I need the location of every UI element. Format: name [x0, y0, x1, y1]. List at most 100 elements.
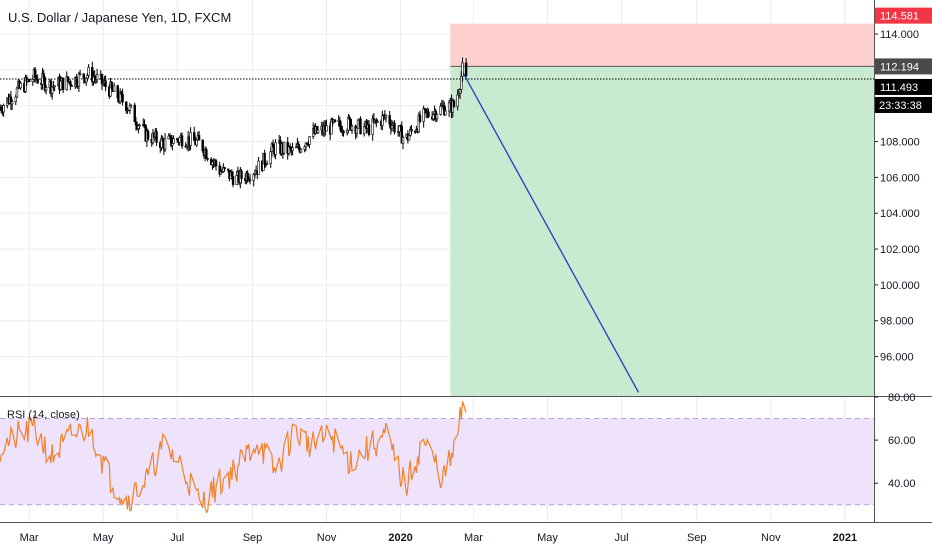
candle-body: [133, 104, 136, 123]
candle-body: [125, 101, 128, 111]
rsi-layer: [0, 401, 874, 514]
candle-body: [78, 73, 82, 76]
x-tick-label: Nov: [317, 532, 337, 544]
candle-body: [172, 138, 175, 144]
candle-body: [299, 148, 303, 153]
candle-body: [422, 108, 425, 122]
x-tick-label: Mar: [20, 532, 39, 544]
candle-body: [227, 168, 230, 171]
candle-body: [345, 129, 349, 134]
x-tick-label: 2020: [388, 532, 412, 544]
candle-body: [444, 110, 447, 116]
y-tick-label: 96.000: [880, 352, 914, 364]
candle-body: [66, 76, 70, 83]
candle-body: [163, 138, 167, 150]
candle-body: [59, 80, 62, 90]
candle-body: [14, 96, 17, 102]
projection-line: [461, 71, 640, 393]
candle-body: [355, 127, 359, 134]
rsi-tick-label: 80.00: [888, 392, 916, 404]
candle-body: [223, 167, 226, 170]
candle-body: [248, 179, 252, 182]
candle-body: [230, 171, 234, 177]
rsi-tick-label: 40.00: [888, 478, 916, 490]
candle-body: [270, 143, 274, 152]
candle-body: [362, 126, 366, 135]
candle-body: [180, 135, 184, 147]
candle-body: [193, 132, 196, 141]
candle-body: [381, 115, 384, 126]
position-zones: [450, 23, 874, 396]
candle-body: [398, 125, 401, 132]
candle-body: [348, 117, 351, 120]
candle-body: [452, 100, 456, 107]
candle-body: [435, 114, 439, 120]
candle-body: [214, 160, 218, 167]
candle-body: [456, 94, 459, 107]
candle-body: [195, 139, 198, 146]
candle-body: [69, 81, 72, 86]
candle-body: [460, 75, 463, 90]
candle-body: [206, 158, 209, 160]
candle-body: [333, 119, 337, 122]
x-tick-label: Sep: [687, 532, 707, 544]
candle-body: [367, 124, 371, 135]
candle-body: [291, 147, 294, 151]
candle-body: [104, 80, 107, 88]
candle-body: [257, 160, 260, 175]
candle-body: [128, 105, 132, 111]
candle-body: [235, 175, 238, 185]
candle-body: [77, 73, 81, 87]
candle-body: [400, 125, 403, 144]
candle-body: [393, 122, 396, 133]
candle-body: [19, 82, 22, 89]
candle-body: [87, 67, 90, 76]
candle-body: [447, 102, 451, 112]
candle-body: [205, 149, 208, 159]
price-tags-layer: 114.581 112.194 111.493 23:33:38: [875, 7, 932, 113]
candle-body: [112, 85, 116, 92]
candle-body: [197, 135, 201, 141]
candle-body: [121, 94, 124, 103]
y-tick-label: 106.000: [880, 172, 920, 184]
candle-body: [303, 146, 306, 150]
candle-body: [338, 119, 342, 127]
candle-body: [342, 130, 345, 134]
candle-body: [84, 77, 88, 83]
stop-price-tag: 114.581: [880, 11, 919, 23]
candle-body: [282, 141, 286, 154]
stop-price-tag-bg: [875, 7, 932, 24]
candle-body: [31, 79, 34, 83]
candle-body: [265, 163, 269, 165]
y-tick-label: 100.000: [880, 280, 920, 292]
candle-body: [44, 87, 48, 91]
candle-body: [410, 128, 413, 132]
candle-body: [178, 137, 181, 143]
rsi-tick-label: 60.00: [888, 435, 916, 447]
rsi-line: [0, 401, 467, 514]
candle-body: [417, 114, 420, 133]
candle-body: [464, 62, 468, 76]
countdown-tag: 23:33:38: [879, 100, 922, 112]
candle-body: [407, 135, 411, 141]
y-tick-label: 108.000: [880, 137, 920, 149]
candle-body: [43, 77, 47, 91]
candle-body: [432, 114, 435, 120]
candle-body: [129, 104, 133, 107]
candles-layer: [0, 57, 468, 189]
candle-body: [390, 125, 394, 130]
candle-body: [42, 73, 45, 79]
candle-body: [356, 119, 360, 129]
candle-body: [330, 119, 333, 135]
candle-body: [134, 121, 138, 126]
candle-body: [350, 125, 354, 131]
candle-body: [95, 74, 99, 80]
candle-body: [138, 124, 141, 127]
candle-body: [240, 170, 243, 179]
entry-price-tag: 112.194: [880, 61, 919, 73]
candle-body: [10, 101, 14, 105]
chart-title: U.S. Dollar / Japanese Yen, 1D, FXCM: [8, 10, 231, 25]
candle-body: [61, 77, 65, 91]
